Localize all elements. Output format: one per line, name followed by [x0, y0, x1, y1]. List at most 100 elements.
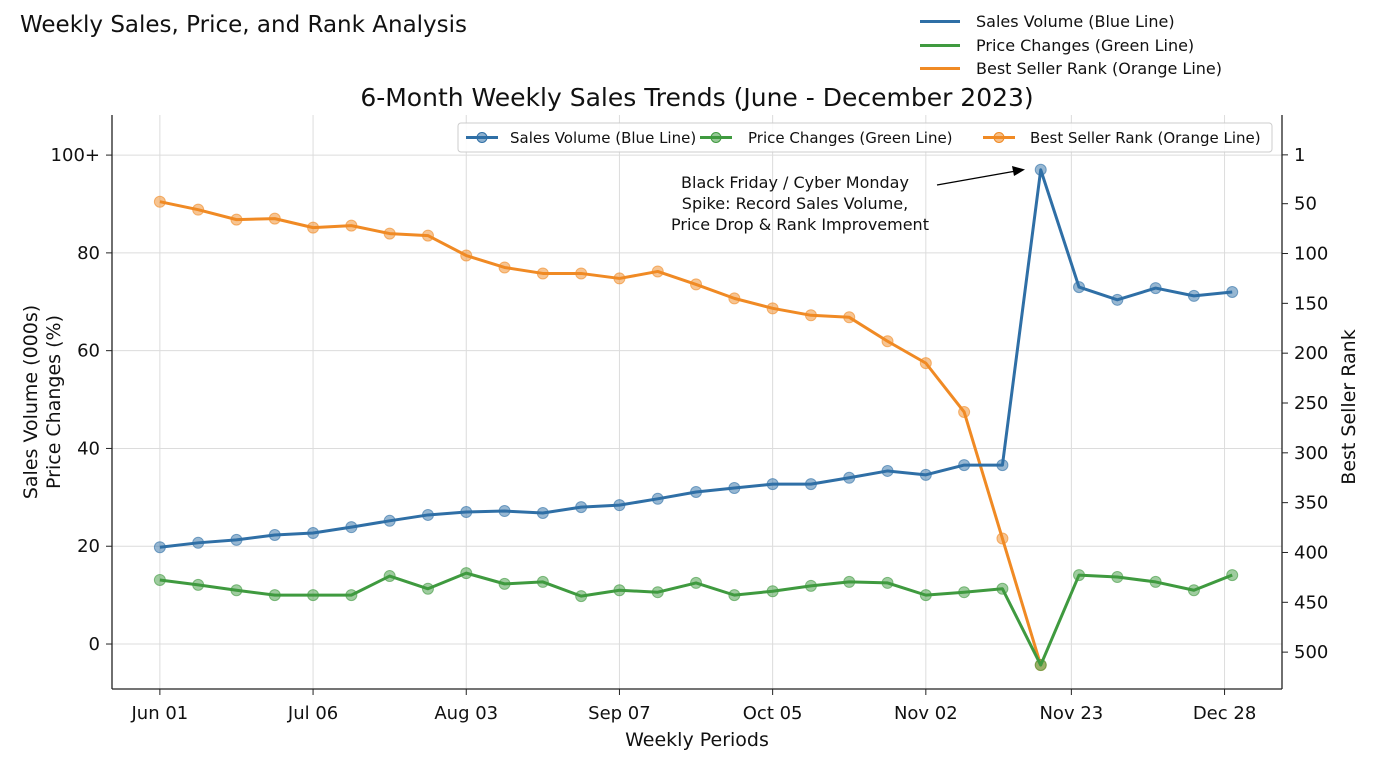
- data-point: [919, 589, 932, 602]
- series-line: [159, 200, 1043, 666]
- data-point: [881, 576, 894, 589]
- y-left-tick-label: 20: [77, 536, 100, 557]
- data-point: [843, 575, 856, 588]
- data-point: [996, 532, 1009, 545]
- data-point: [1073, 569, 1086, 582]
- axes: Jun 01 Jul 06 Aug 03 Sep 07 Oct 05 Nov 02 Nov …: [51, 115, 1328, 724]
- data-point: [307, 589, 320, 602]
- data-point: [383, 570, 396, 583]
- data-point: [651, 265, 664, 278]
- x-tick-label: Dec 28: [1193, 703, 1256, 724]
- chart-title: 6-Month Weekly Sales Trends (June - Dece…: [360, 83, 1033, 112]
- data-point: [651, 586, 664, 599]
- data-point: [345, 521, 358, 534]
- y-right-tick-label: 300: [1294, 443, 1328, 464]
- data-point: [958, 459, 971, 472]
- data-point: [690, 485, 703, 498]
- y-axis-label-left-2: Price Changes (%): [43, 315, 65, 489]
- y-left-tick-label: 0: [89, 634, 100, 655]
- legend-line-icon: [920, 20, 960, 24]
- inner-legend-label-rank: Best Seller Rank (Orange Line): [1030, 129, 1261, 147]
- series-0: [153, 163, 1239, 554]
- data-point: [307, 221, 320, 234]
- data-point: [996, 582, 1009, 595]
- data-point: [690, 278, 703, 291]
- data-point: [230, 213, 243, 226]
- data-point: [1187, 584, 1200, 597]
- series-1: [153, 567, 1239, 672]
- data-point: [575, 267, 588, 280]
- data-point: [498, 505, 511, 518]
- annotation-arrow: [936, 170, 1017, 186]
- y-right-tick-label: 250: [1294, 393, 1328, 414]
- legend-line-icon: [920, 67, 960, 71]
- data-point: [536, 506, 549, 519]
- x-tick-label: Nov 23: [1039, 703, 1103, 724]
- inner-legend-marker-rank: [993, 132, 1005, 143]
- legend-label: Sales Volume (Blue Line): [976, 12, 1175, 32]
- data-point: [766, 478, 779, 491]
- data-point: [153, 195, 166, 208]
- inner-legend: Sales Volume (Blue Line) Price Changes (…: [457, 122, 1273, 153]
- data-point: [843, 471, 856, 484]
- data-point: [498, 261, 511, 274]
- data-point: [230, 584, 243, 597]
- x-tick-label: Aug 03: [434, 703, 498, 724]
- series-group: [153, 163, 1239, 672]
- legend-line-icon: [920, 43, 960, 47]
- data-point: [881, 464, 894, 477]
- data-point: [345, 589, 358, 602]
- legend-label: Best Seller Rank (Orange Line): [976, 59, 1223, 79]
- arrowhead-icon: [1012, 166, 1025, 176]
- y-left-tick-label: 80: [77, 243, 100, 264]
- data-point: [460, 506, 473, 519]
- data-point: [383, 227, 396, 240]
- data-point: [1187, 289, 1200, 302]
- data-point: [575, 590, 588, 603]
- y-right-tick-label: 100: [1294, 244, 1328, 265]
- y-right-tick-label: 200: [1294, 343, 1328, 364]
- data-point: [383, 514, 396, 527]
- data-point: [421, 508, 434, 521]
- inner-legend-label-sales: Sales Volume (Blue Line): [510, 129, 696, 147]
- y-right-tick-label: 500: [1294, 642, 1328, 663]
- data-point: [345, 219, 358, 232]
- data-point: [460, 249, 473, 262]
- legend-label: Price Changes (Green Line): [976, 35, 1195, 55]
- data-point: [421, 229, 434, 242]
- data-point: [1073, 281, 1086, 294]
- figure-legend: Sales Volume (Blue Line) Price Changes (…: [920, 10, 1222, 81]
- y-right-tick-label: 400: [1294, 542, 1328, 563]
- data-point: [1111, 293, 1124, 306]
- annotation-line-3: Price Drop & Rank Improvement: [671, 215, 929, 234]
- data-point: [153, 573, 166, 586]
- data-point: [575, 501, 588, 514]
- annotation-line-2: Spike: Record Sales Volume,: [682, 194, 908, 213]
- data-point: [536, 267, 549, 280]
- data-point: [536, 575, 549, 588]
- data-point: [1034, 659, 1047, 672]
- y-left-tick-label: 60: [77, 341, 100, 362]
- inner-legend-box: [457, 122, 1273, 153]
- x-tick-label: Jun 01: [130, 703, 188, 724]
- data-point: [843, 311, 856, 324]
- annotation: Black Friday / Cyber Monday Spike: Recor…: [671, 166, 1025, 234]
- data-point: [460, 567, 473, 580]
- data-point: [919, 468, 932, 481]
- x-tick-label: Sep 07: [588, 703, 651, 724]
- data-point: [421, 582, 434, 595]
- data-point: [1034, 163, 1047, 176]
- data-point: [613, 584, 626, 597]
- data-point: [651, 492, 664, 505]
- data-point: [1226, 285, 1239, 298]
- data-point: [192, 578, 205, 591]
- data-point: [996, 459, 1009, 472]
- y-right-tick-label: 450: [1294, 592, 1328, 613]
- data-point: [728, 482, 741, 495]
- data-point: [613, 272, 626, 285]
- y-right-tick-label: 50: [1294, 194, 1317, 215]
- figure-legend-item-rank: Best Seller Rank (Orange Line): [920, 57, 1222, 81]
- data-point: [766, 302, 779, 315]
- figure-legend-item-price: Price Changes (Green Line): [920, 34, 1222, 58]
